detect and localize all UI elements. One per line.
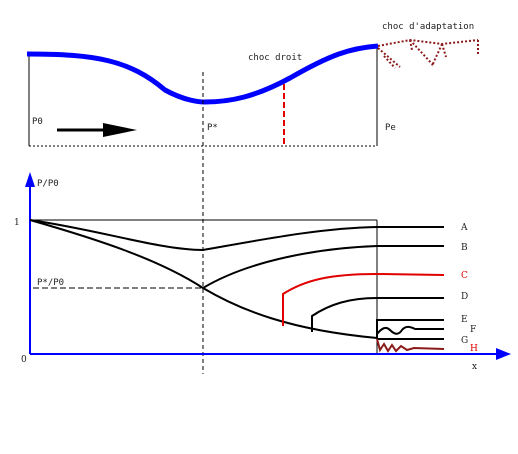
curve-label-b: B (461, 243, 468, 253)
curve-label-e: E (461, 315, 468, 325)
adaptation-shock-pattern (377, 38, 479, 69)
supersonic-branch (202, 287, 378, 339)
y-tick-one: 1 (14, 218, 20, 228)
throat-label: P* (207, 123, 218, 133)
inlet-label: P0 (32, 117, 43, 127)
origin-label: 0 (21, 355, 27, 365)
curve-c (282, 272, 445, 326)
adaptation-shock-label: choc d'adaptation (382, 22, 474, 32)
curve-f (376, 325, 444, 335)
curve-label-f: F (470, 325, 476, 335)
x-axis-label: x (472, 362, 477, 372)
y-axis-label: P/P0 (37, 179, 59, 189)
curve-label-d: D (461, 292, 468, 302)
curve-d (311, 297, 444, 332)
nozzle-wall (26, 43, 379, 105)
curve-a (29, 219, 444, 252)
curve-label-g: G (461, 336, 468, 346)
y-tick-critical: P*/P0 (37, 278, 64, 288)
curve-label-a: A (460, 223, 468, 233)
exit-label: Pe (385, 123, 396, 133)
curve-e (376, 319, 444, 338)
curve-label-c: C (461, 271, 468, 281)
curve-h (376, 338, 445, 353)
flow-arrow-icon (103, 123, 137, 137)
curve-label-h: H (470, 344, 478, 354)
nozzle-section: P0 P* Pe choc droit choc d'adaptation (26, 22, 479, 374)
y-axis-arrow-icon (25, 172, 35, 187)
pressure-graph: 1 P*/P0 0 P/P0 x A B C D E F G H (14, 172, 511, 372)
normal-shock-label: choc droit (248, 53, 302, 63)
curve-b (29, 219, 444, 290)
x-axis-arrow-icon (496, 348, 511, 360)
